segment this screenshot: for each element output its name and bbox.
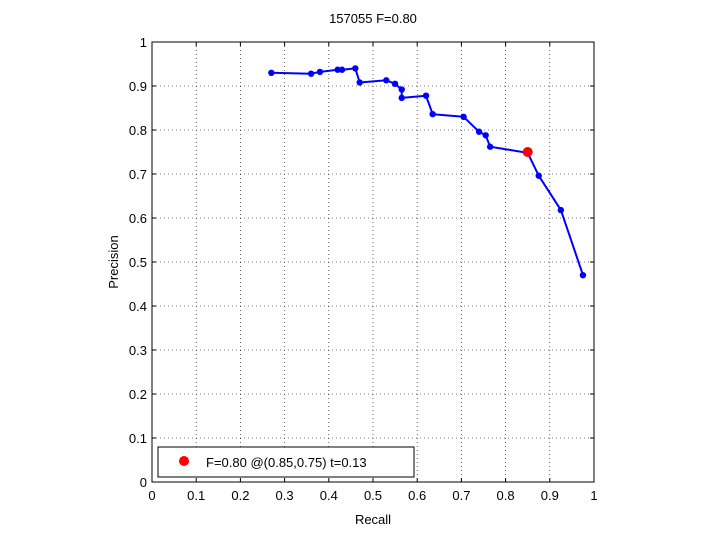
- x-tick-label: 0.3: [276, 488, 294, 503]
- legend-marker: [179, 456, 189, 466]
- data-point: [398, 86, 405, 93]
- data-point: [422, 92, 430, 99]
- chart-title: 157055 F=0.80: [329, 11, 417, 26]
- x-tick-label: 0.2: [231, 488, 249, 503]
- x-axis-label: Recall: [355, 512, 391, 527]
- data-point: [307, 70, 315, 77]
- x-tick-label: 0.8: [497, 488, 515, 503]
- legend-label: F=0.80 @(0.85,0.75) t=0.13: [206, 455, 367, 470]
- y-tick-label: 0.9: [129, 79, 147, 94]
- axes-box: [151, 41, 595, 483]
- data-point: [334, 66, 341, 73]
- x-tick-label: 0.7: [452, 488, 470, 503]
- highlight-layer: [522, 147, 533, 157]
- series-layer: [268, 65, 587, 279]
- x-tick-label: 0.5: [364, 488, 382, 503]
- y-tick-label: 0.5: [129, 255, 147, 270]
- grid: [152, 42, 594, 482]
- data-point: [486, 143, 494, 150]
- data-point: [460, 113, 467, 121]
- data-point: [482, 132, 489, 139]
- y-tick-label: 0.7: [129, 167, 147, 182]
- x-tick-label: 1: [590, 488, 597, 503]
- data-point: [557, 206, 565, 214]
- data-point: [268, 69, 275, 77]
- y-tick-label: 0.6: [129, 211, 147, 226]
- data-point: [316, 68, 324, 76]
- data-point: [338, 66, 346, 73]
- data-point: [383, 77, 390, 84]
- y-tick-label: 0.2: [129, 387, 147, 402]
- data-point: [356, 79, 363, 86]
- tick-labels: 0 0.1 0.2 0.3 0.4 0.5 0.6 0.7 0.8 0.9 1 0 0.1 0.2 0.3 0…: [129, 35, 598, 503]
- y-tick-label: 0.1: [129, 431, 147, 446]
- x-tick-label: 0.4: [320, 488, 338, 503]
- data-point: [475, 128, 483, 135]
- data-point: [579, 272, 587, 279]
- legend-box: [157, 446, 415, 478]
- y-tick-label: 1: [140, 35, 147, 50]
- x-tick-label: 0.1: [187, 488, 205, 503]
- y-tick-label: 0.4: [129, 299, 147, 314]
- y-tick-label: 0.3: [129, 343, 147, 358]
- data-point: [398, 94, 405, 102]
- data-point: [352, 65, 359, 72]
- y-axis-label: Precision: [106, 235, 121, 288]
- x-tick-label: 0.6: [408, 488, 426, 503]
- legend: F=0.80 @(0.85,0.75) t=0.13: [157, 446, 415, 478]
- y-tick-label: 0: [140, 475, 147, 490]
- data-point: [391, 80, 399, 88]
- best-f-point: [522, 147, 533, 157]
- y-tick-label: 0.8: [129, 123, 147, 138]
- x-tick-label: 0: [148, 488, 155, 503]
- data-point: [429, 110, 436, 118]
- data-point: [535, 172, 542, 179]
- x-tick-label: 0.9: [541, 488, 559, 503]
